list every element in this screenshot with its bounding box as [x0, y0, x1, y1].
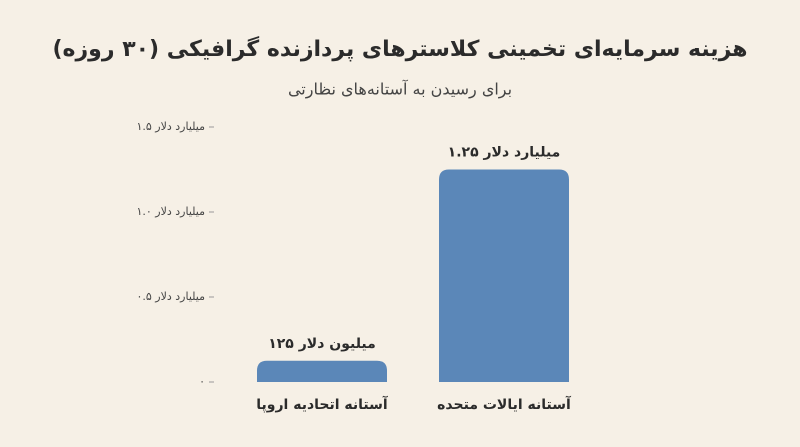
x-tick-label: آستانه اتحادیه اروپا — [256, 395, 389, 413]
y-tick-label: ۱.۰ میلیارد دلار — [136, 205, 205, 218]
chart-subtitle: برای رسیدن به آستانه‌های نظارتی — [288, 80, 512, 100]
chart-title: هزینه سرمایه‌ای تخمینی کلاسترهای پردازند… — [52, 35, 747, 62]
y-tick-label: ۱.۵ میلیارد دلار — [136, 120, 205, 133]
value-label: ۱.۲۵ میلیارد دلار — [448, 145, 561, 161]
bar — [439, 169, 569, 382]
y-tick-label: ۰.۵ میلیارد دلار — [136, 290, 205, 303]
x-tick-label: آستانه ایالات متحده — [437, 395, 572, 413]
bar — [257, 360, 387, 382]
y-tick-label: ۰ — [199, 375, 205, 388]
value-label: ۱۲۵ میلیون دلار — [268, 336, 376, 352]
